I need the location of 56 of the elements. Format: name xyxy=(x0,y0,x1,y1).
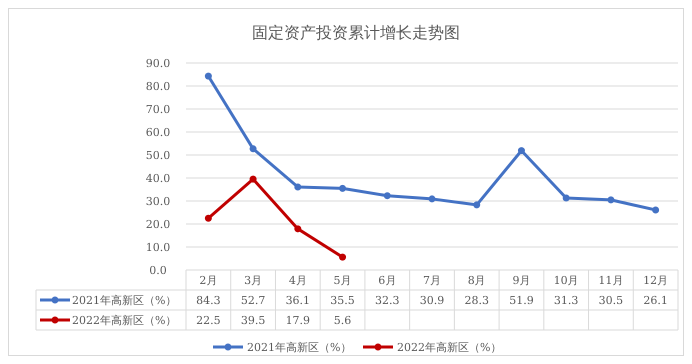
point xyxy=(294,225,302,232)
text: 2022年高新区（%） xyxy=(397,341,502,354)
y-tick-label: 0.0 xyxy=(149,264,167,277)
legend-label: 2021年高新区（%） xyxy=(72,294,176,307)
x-tick-label: 9月 xyxy=(512,274,530,287)
y-tick-label: 90.0 xyxy=(146,57,170,70)
y-tick-label: 80.0 xyxy=(146,80,170,93)
point xyxy=(428,195,436,202)
x-tick-label: 4月 xyxy=(288,274,307,287)
data-label: 17.9 xyxy=(286,314,310,327)
point xyxy=(339,184,346,192)
data-label: 51.9 xyxy=(509,294,534,307)
data-label: 32.3 xyxy=(375,294,400,307)
point xyxy=(652,206,660,214)
data-label: 52.7 xyxy=(240,294,266,307)
x-tick-label: 5月 xyxy=(334,274,352,287)
point xyxy=(607,196,614,204)
x-tick-label: 2月 xyxy=(199,274,218,287)
y-tick-label: 50.0 xyxy=(146,149,170,162)
text: 2021年高新区（%） xyxy=(247,341,352,354)
data-label: 35.5 xyxy=(330,294,355,307)
y-tick-label: 10.0 xyxy=(146,241,170,254)
data-label: 30.5 xyxy=(598,294,624,307)
x-tick-label: 11月 xyxy=(598,274,624,287)
point xyxy=(250,176,257,183)
y-tick-label: 60.0 xyxy=(146,126,170,139)
point xyxy=(294,183,302,190)
point xyxy=(384,192,391,200)
data-label: 22.5 xyxy=(196,314,221,327)
data-label: 28.3 xyxy=(464,294,489,307)
point xyxy=(339,254,346,261)
point xyxy=(204,72,212,80)
y-tick-label: 30.0 xyxy=(146,195,170,208)
point xyxy=(562,194,570,202)
data-label: 31.3 xyxy=(554,294,578,307)
x-tick-label: 3月 xyxy=(244,274,262,287)
y-tick-label: 70.0 xyxy=(146,103,170,116)
y-tick-label: 40.0 xyxy=(146,172,170,185)
data-label: 39.5 xyxy=(240,314,266,327)
x-tick-label: 6月 xyxy=(378,274,396,287)
x-tick-label: 10月 xyxy=(554,274,579,287)
x-tick-label: 12月 xyxy=(643,274,668,287)
data-label: 36.1 xyxy=(286,294,310,307)
point xyxy=(473,201,480,208)
point xyxy=(250,145,257,152)
data-label: 30.9 xyxy=(420,294,444,307)
data-label: 26.1 xyxy=(643,294,668,307)
data-label: 84.3 xyxy=(196,294,221,307)
y-tick-label: 20.0 xyxy=(146,218,170,231)
chart-title: 固定资产投资累计增长走势图 xyxy=(252,23,460,42)
data-label: 5.6 xyxy=(334,314,352,327)
point xyxy=(204,214,212,222)
x-tick-label: 8月 xyxy=(468,274,486,287)
legend-label: 2022年高新区（%） xyxy=(72,314,176,327)
point xyxy=(518,147,525,154)
x-tick-label: 7月 xyxy=(423,274,441,287)
